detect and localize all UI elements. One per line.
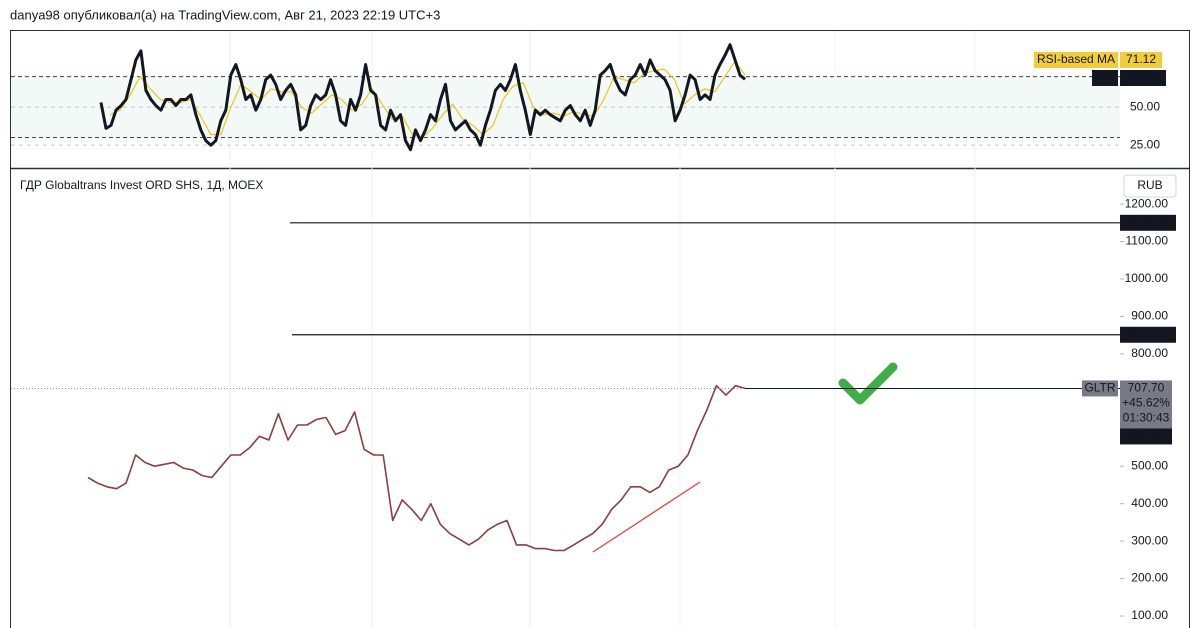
currency-button[interactable] [1123, 174, 1177, 198]
ma-value: 71.12 [1126, 52, 1156, 66]
y-tick-label: 100.00 [1131, 608, 1168, 622]
trend-line [592, 481, 701, 553]
y-tick-label: 1000.00 [1125, 271, 1169, 285]
publish-header: danya98 опубликовал(а) на TradingView.co… [10, 7, 440, 22]
prev-close: 700.85 [1128, 429, 1165, 443]
price-line [87, 384, 746, 552]
rsi-name-box [1092, 70, 1118, 86]
price-change: +45.62% [1122, 396, 1170, 410]
symbol-name: GLTR [1084, 381, 1115, 395]
ma-value-box [1120, 52, 1162, 68]
ma-name: RSI-based MA [1037, 52, 1115, 66]
bar-countdown: 01:30:43 [1123, 411, 1170, 425]
y-tick-label: 25.00 [1130, 137, 1160, 151]
y-tick-label: 900.00 [1131, 309, 1168, 323]
rsi-name: RSI [1095, 70, 1115, 84]
y-tick-label: 1100.00 [1126, 234, 1169, 248]
rsi-value: 68.29 [1128, 70, 1158, 84]
y-tick-label: 200.00 [1131, 571, 1168, 585]
y-tick-label: 300.00 [1131, 533, 1168, 547]
symbol-title: ГДР Globaltrans Invest ORD SHS, 1Д, MOEX [20, 178, 263, 192]
last-price-box [1120, 380, 1172, 429]
y-tick-label: 1200.00 [1125, 196, 1169, 210]
level-label-box [1120, 214, 1176, 231]
y-tick-label: 500.00 [1131, 458, 1168, 472]
last-price: 707.70 [1128, 381, 1165, 395]
symbol-box [1082, 380, 1118, 397]
rsi-value-box [1120, 70, 1166, 86]
level-label: 851.05 [1130, 327, 1167, 341]
y-tick-label: 50.00 [1130, 99, 1160, 113]
level-label-box [1120, 326, 1176, 343]
rsi-line [99, 43, 746, 152]
y-tick-label: 400.00 [1131, 496, 1168, 510]
ma-name-box [1034, 52, 1118, 68]
y-tick-label: 800.00 [1131, 346, 1168, 360]
level-label: 1150.00 [1127, 215, 1170, 229]
currency[interactable]: RUB [1137, 178, 1162, 192]
frame [10, 30, 1190, 628]
prev-close-box [1120, 428, 1172, 445]
